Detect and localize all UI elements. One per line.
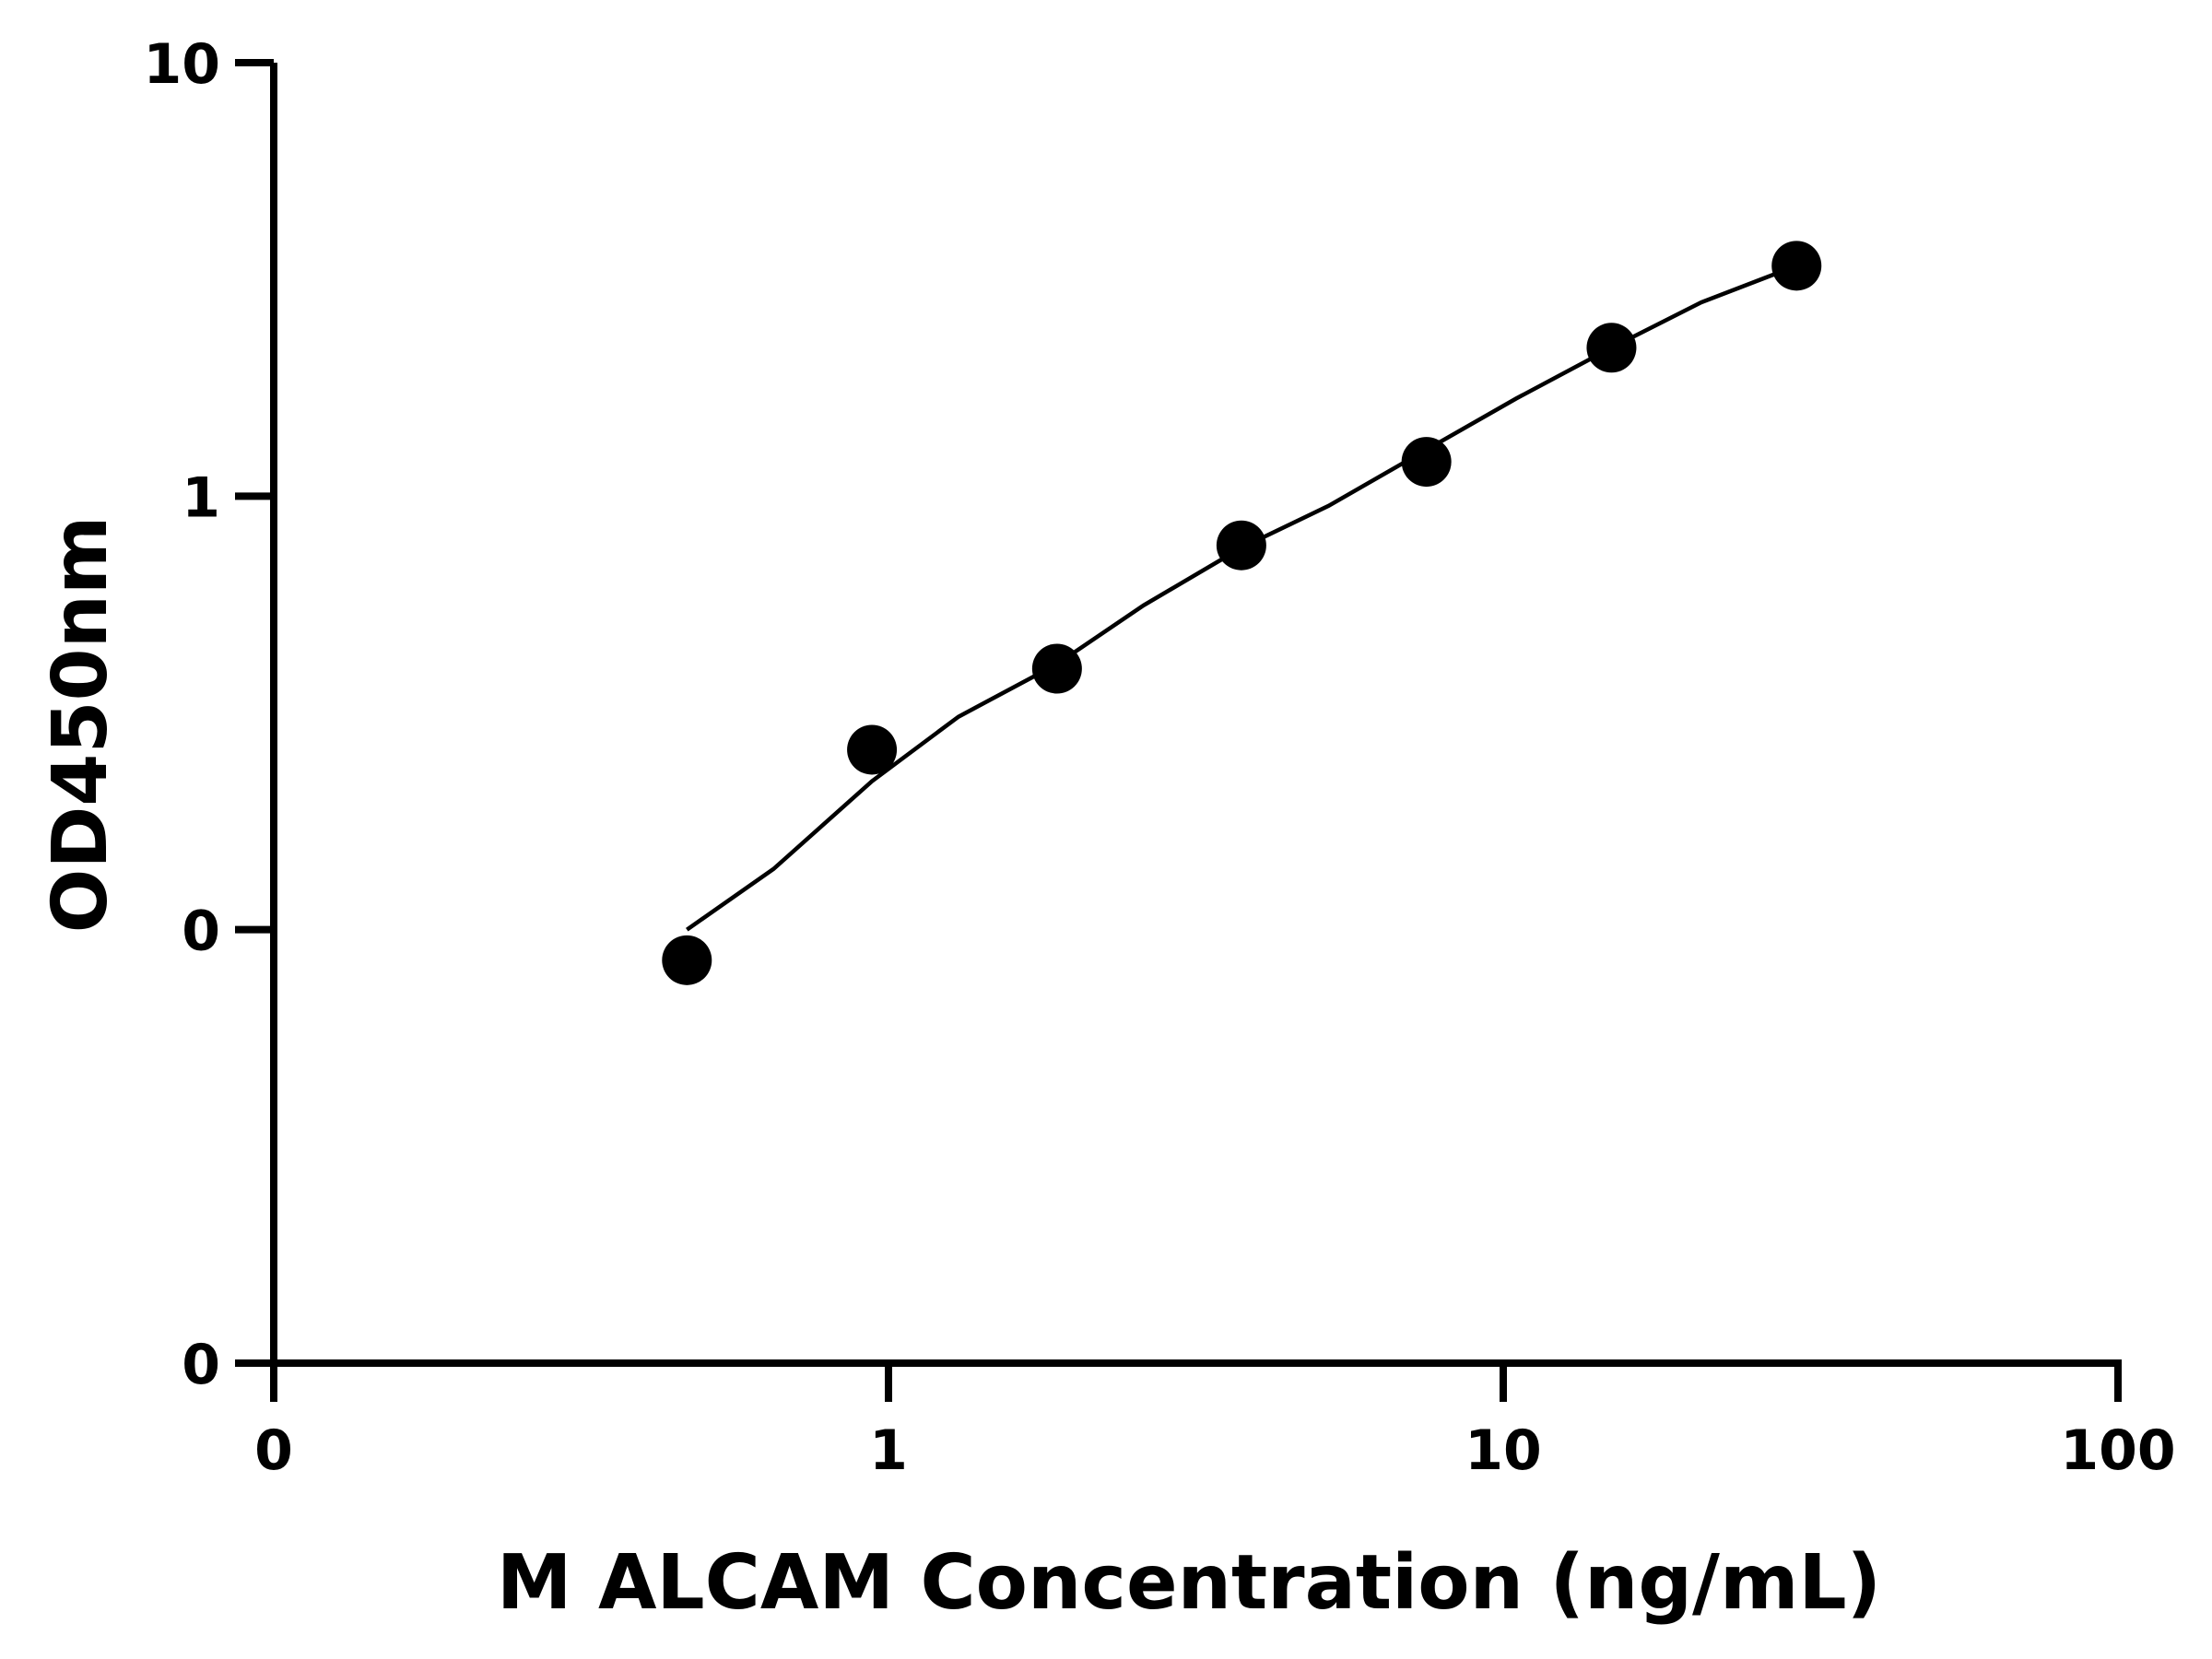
data-points <box>662 241 1822 985</box>
data-point <box>1216 520 1266 571</box>
fit-curve <box>686 264 1798 932</box>
y-tick-label: 0 <box>182 1333 220 1397</box>
axes <box>270 63 2122 1367</box>
x-tick-label: 0 <box>254 1418 293 1483</box>
data-point <box>1771 241 1822 291</box>
fit-curve-layer <box>686 264 1798 932</box>
data-point <box>1401 437 1452 488</box>
x-tick-label: 100 <box>2060 1418 2175 1483</box>
y-tick-label: 10 <box>144 32 221 97</box>
x-axis-title: M ALCAM Concentration (ng/mL) <box>497 1539 1881 1627</box>
y-axis-title: OD450nm <box>37 516 124 934</box>
data-point <box>662 935 712 985</box>
x-tick-label: 10 <box>1465 1418 1542 1483</box>
data-point <box>1031 643 1082 694</box>
data-point <box>847 724 898 775</box>
y-tick-label: 1 <box>182 465 220 530</box>
data-point <box>1586 323 1637 373</box>
x-tick-label: 1 <box>869 1418 908 1483</box>
y-tick-label: 0 <box>182 900 220 964</box>
